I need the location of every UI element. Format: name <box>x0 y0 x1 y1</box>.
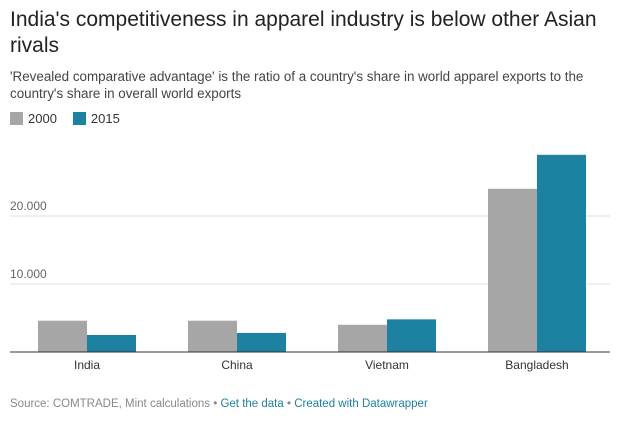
bar-2015-bangladesh <box>537 154 586 352</box>
footer-separator: • <box>283 398 295 410</box>
footer: Source: COMTRADE, Mint calculations • Ge… <box>10 398 428 410</box>
legend-swatch-2015 <box>72 112 86 125</box>
y-tick-label: 20.000 <box>10 199 47 213</box>
bar-2000-china <box>188 320 237 352</box>
chart-subtitle: 'Revealed comparative advantage' is the … <box>10 69 584 101</box>
legend: 2000 2015 <box>10 111 136 126</box>
datawrapper-link[interactable]: Created with Datawrapper <box>294 398 428 410</box>
bar-2015-india <box>87 335 136 352</box>
bar-2000-india <box>38 320 87 352</box>
legend-label-2015: 2015 <box>90 111 120 126</box>
x-tick-label: Bangladesh <box>505 358 568 372</box>
x-tick-label: China <box>221 358 253 372</box>
chart-title: India's competitiveness in apparel indus… <box>10 8 597 57</box>
bar-2015-china <box>237 332 286 352</box>
bar-2015-vietnam <box>387 319 436 352</box>
legend-swatch-2000 <box>10 112 23 125</box>
x-tick-label: India <box>74 358 100 372</box>
bar-chart: 10.000 20.000 India China Vietnam Bangladesh <box>10 154 610 372</box>
get-data-link[interactable]: Get the data <box>220 398 284 410</box>
legend-label-2000: 2000 <box>28 111 57 126</box>
legend-item-2015: 2015 <box>72 111 120 126</box>
source-note: Source: COMTRADE, Mint calculations <box>10 398 211 410</box>
footer-separator: • <box>210 398 221 410</box>
bar-2000-vietnam <box>338 324 387 352</box>
legend-item-2000: 2000 <box>10 111 57 126</box>
bar-2000-bangladesh <box>488 188 537 352</box>
y-tick-label: 10.000 <box>10 267 47 281</box>
x-tick-label: Vietnam <box>365 358 409 372</box>
